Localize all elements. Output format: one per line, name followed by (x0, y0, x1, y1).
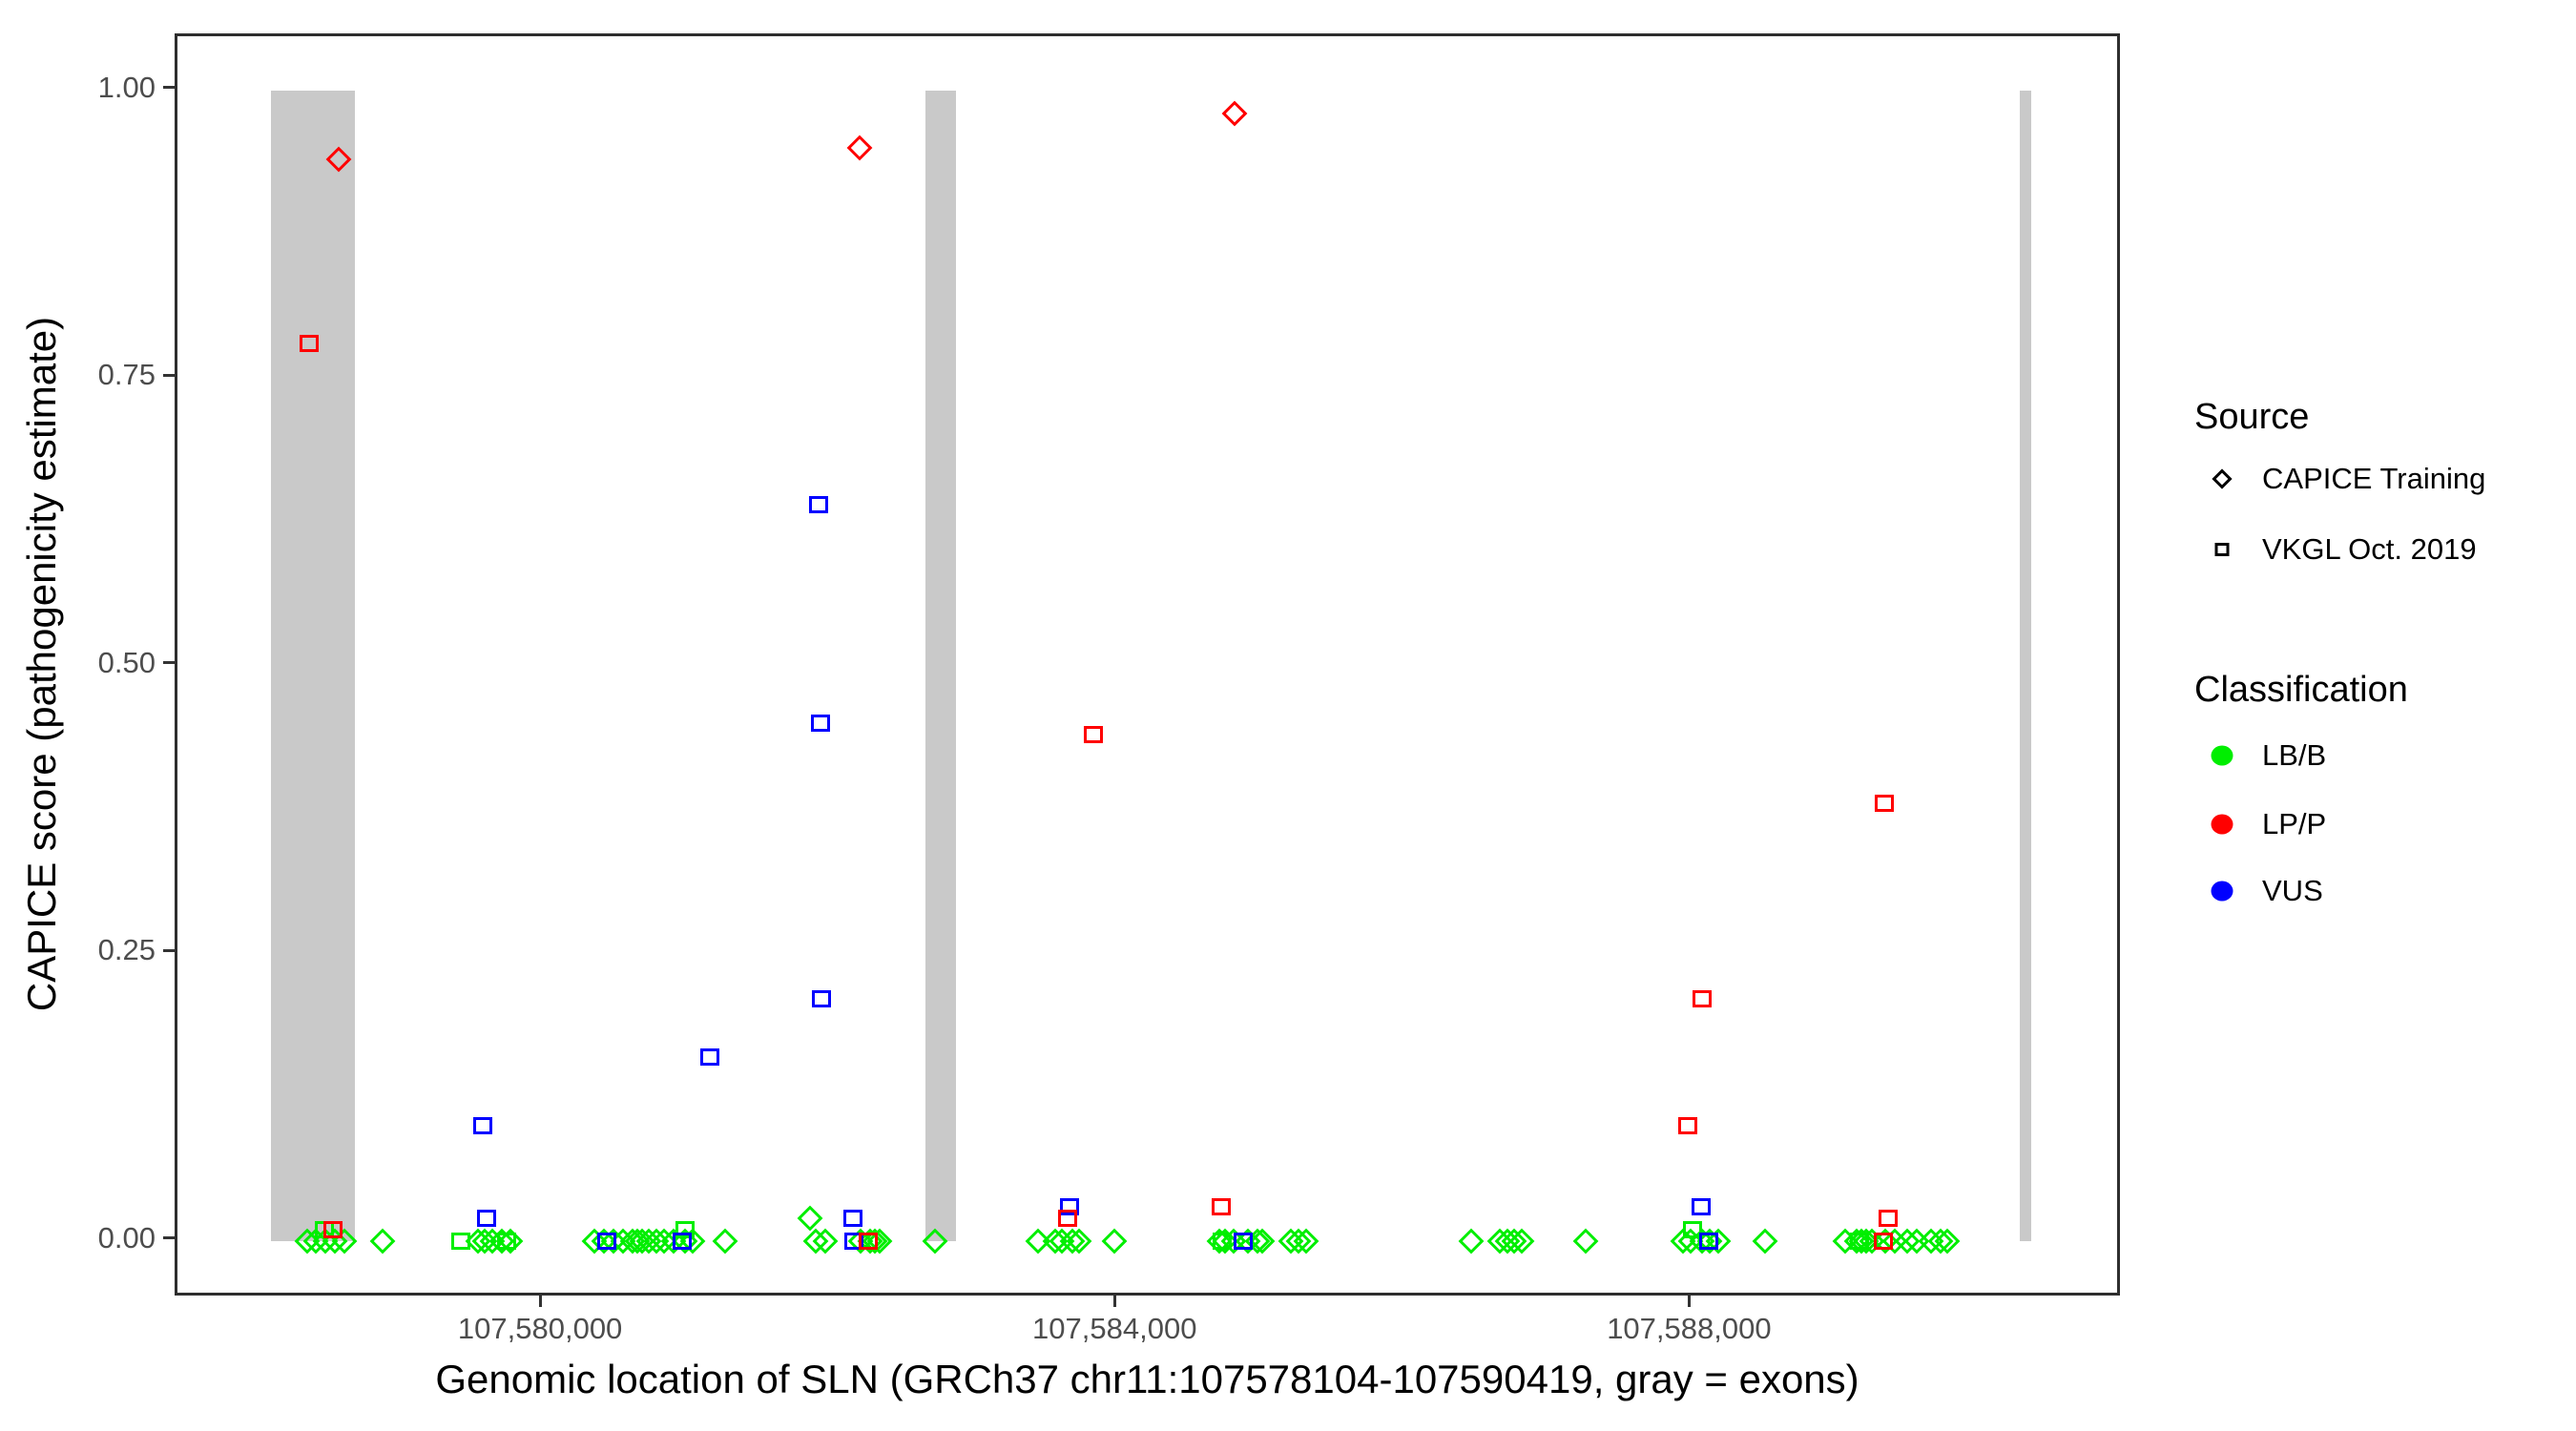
data-point-square (477, 1209, 497, 1227)
exon-bar (2019, 90, 2032, 1241)
data-point-square (812, 990, 832, 1008)
legend-item-lpp: LP/P (2208, 805, 2326, 843)
x-tick-mark (538, 1296, 542, 1307)
data-point-square (1683, 1220, 1703, 1238)
x-tick-label: 107,588,000 (1607, 1312, 1772, 1345)
y-tick-label: 1.00 (97, 70, 156, 104)
legend-item-label: LB/B (2262, 738, 2327, 772)
exon-bar (924, 90, 956, 1241)
data-point-square (1060, 1197, 1080, 1215)
data-point-square (596, 1232, 616, 1250)
legend-item-vkgl: VKGL Oct. 2019 (2208, 530, 2477, 569)
lpp-dot-icon (2208, 810, 2236, 839)
data-point-square (1693, 990, 1713, 1008)
legend-classification-title: Classification (2194, 670, 2408, 710)
data-point-square (675, 1220, 695, 1238)
data-point-square (322, 1220, 343, 1238)
legend-item-capice-training: CAPICE Training (2208, 460, 2485, 498)
data-point-square (1211, 1197, 1231, 1215)
data-point-square (497, 1232, 517, 1250)
y-tick-label: 0.00 (97, 1220, 156, 1255)
legend-item-label: VKGL Oct. 2019 (2262, 532, 2477, 566)
data-point-square (811, 714, 831, 732)
exon-bar (270, 90, 355, 1241)
y-tick-mark (163, 1236, 175, 1240)
data-point-square (1692, 1197, 1712, 1215)
data-point-square (1058, 1209, 1078, 1227)
data-point-square (473, 1117, 493, 1135)
data-point-square (1084, 726, 1104, 744)
legend-item-vus: VUS (2208, 872, 2323, 910)
data-point-square (809, 495, 829, 513)
legend: Source CAPICE Training VKGL Oct. 2019 Cl… (2194, 0, 2566, 1431)
x-tick-mark (1687, 1296, 1691, 1307)
data-point-diamond (1572, 1228, 1599, 1255)
data-point-square (1678, 1117, 1698, 1135)
data-point-diamond (1101, 1228, 1128, 1255)
data-point-square (1212, 1232, 1232, 1250)
legend-item-label: CAPICE Training (2262, 462, 2486, 495)
data-point-square (1699, 1232, 1719, 1250)
y-tick-mark (163, 373, 175, 377)
x-tick-mark (1112, 1296, 1116, 1307)
y-tick-label: 0.25 (97, 933, 156, 967)
y-tick-mark (163, 948, 175, 952)
data-point-square (1874, 795, 1894, 813)
data-point-diamond (712, 1228, 737, 1255)
legend-item-label: VUS (2262, 874, 2323, 907)
data-point-square (1233, 1232, 1253, 1250)
y-tick-label: 0.50 (97, 645, 156, 679)
data-point-diamond (1458, 1228, 1485, 1255)
data-point-diamond (369, 1228, 396, 1255)
legend-source-title: Source (2194, 397, 2310, 437)
lbb-dot-icon (2208, 741, 2236, 770)
data-point-square (672, 1232, 692, 1250)
data-point-square (843, 1209, 863, 1227)
x-axis-title: Genomic location of SLN (GRCh37 chr11:10… (435, 1357, 1859, 1401)
data-point-square (859, 1232, 879, 1250)
data-point-square (451, 1232, 471, 1250)
data-point-square (1873, 1232, 1893, 1250)
data-point-diamond (1221, 100, 1248, 127)
data-point-diamond (846, 135, 873, 161)
y-tick-mark (163, 86, 175, 90)
y-tick-label: 0.75 (97, 358, 156, 392)
plot-panel (175, 33, 2120, 1296)
vus-dot-icon (2208, 877, 2236, 905)
data-point-square (844, 1232, 864, 1250)
legend-item-label: LP/P (2262, 807, 2327, 840)
data-point-diamond (1752, 1228, 1778, 1255)
data-point-square (299, 335, 319, 352)
diamond-icon (2208, 465, 2236, 493)
x-tick-label: 107,580,000 (457, 1312, 623, 1345)
data-point-square (1849, 1232, 1869, 1250)
data-point-square (1879, 1209, 1899, 1227)
square-icon (2208, 535, 2236, 564)
x-tick-label: 107,584,000 (1032, 1312, 1197, 1345)
data-point-square (699, 1047, 719, 1066)
y-tick-mark (163, 661, 175, 665)
data-point-diamond (797, 1205, 823, 1232)
legend-item-lbb: LB/B (2208, 736, 2326, 775)
